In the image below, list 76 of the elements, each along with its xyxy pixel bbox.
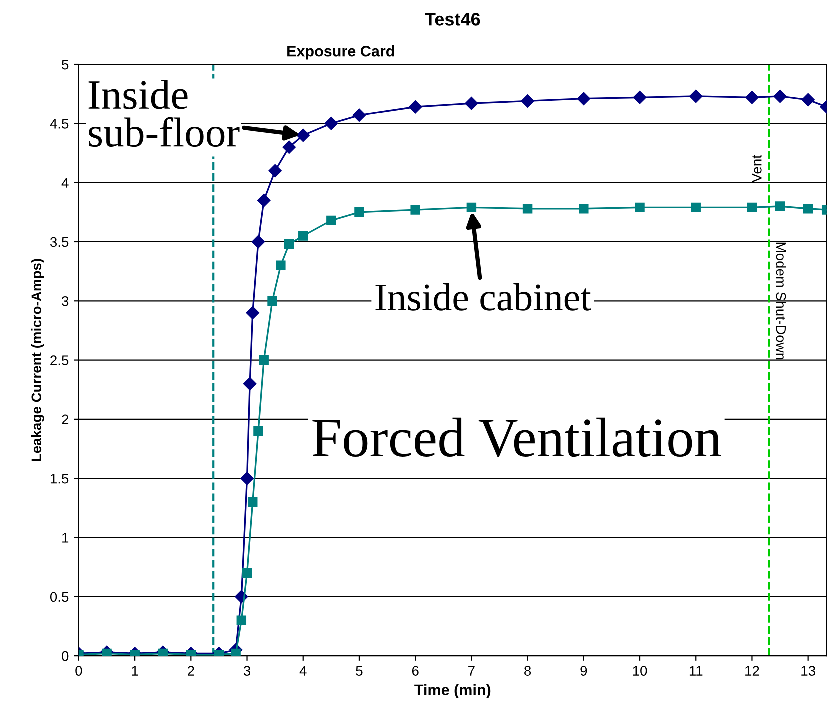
annotation: Modem Shut-Down bbox=[776, 242, 786, 360]
point bbox=[802, 93, 815, 107]
point bbox=[326, 216, 336, 226]
x-tick-label: 4 bbox=[300, 666, 307, 676]
y-tick-label: 2 bbox=[62, 414, 69, 424]
x-tick-label: 6 bbox=[412, 666, 419, 676]
point bbox=[296, 128, 310, 142]
y-tick-label: 4 bbox=[62, 178, 69, 188]
point bbox=[577, 92, 590, 106]
y-tick-label: 3 bbox=[62, 296, 69, 306]
y-tick-label: 0 bbox=[62, 651, 69, 662]
point bbox=[242, 568, 252, 578]
point bbox=[243, 377, 257, 391]
point bbox=[352, 108, 366, 122]
annotation: Inside cabinet bbox=[376, 284, 592, 311]
x-axis-title: Time (min) bbox=[414, 684, 491, 699]
point bbox=[268, 164, 282, 178]
x-tick-label: 0 bbox=[76, 666, 82, 676]
point bbox=[231, 648, 241, 656]
x-tick-label: 7 bbox=[468, 666, 475, 676]
point bbox=[248, 497, 258, 508]
point bbox=[324, 117, 338, 130]
x-tick-label: 12 bbox=[746, 666, 760, 676]
point bbox=[276, 260, 286, 271]
point bbox=[258, 194, 271, 208]
point bbox=[240, 472, 254, 486]
x-tick-label: 1 bbox=[132, 666, 138, 676]
point bbox=[775, 202, 786, 212]
ref-line-label: Vent bbox=[752, 155, 762, 183]
text: Exposure Card bbox=[288, 46, 394, 60]
point bbox=[465, 96, 478, 110]
x-tick-label: 8 bbox=[524, 666, 532, 676]
point bbox=[521, 94, 534, 108]
x-tick-label: 5 bbox=[356, 666, 363, 676]
point bbox=[408, 100, 422, 114]
point bbox=[746, 91, 759, 104]
point bbox=[466, 202, 477, 213]
point bbox=[284, 239, 294, 250]
x-tick-label: 9 bbox=[580, 666, 588, 676]
point bbox=[246, 306, 260, 320]
y-tick-label: 2.5 bbox=[50, 356, 69, 366]
point bbox=[635, 202, 645, 213]
point bbox=[252, 235, 266, 249]
point bbox=[522, 204, 533, 214]
y-tick-label: 1 bbox=[62, 533, 69, 543]
y-tick-label: 3.5 bbox=[50, 237, 69, 248]
point bbox=[691, 202, 701, 213]
point bbox=[268, 296, 278, 306]
point bbox=[158, 648, 168, 656]
chart-title: Test46 bbox=[425, 13, 480, 26]
y-axis-title: Leakage Current (micro-Amps) bbox=[31, 259, 44, 462]
point bbox=[803, 204, 814, 214]
x-tick-label: 13 bbox=[802, 666, 816, 676]
point bbox=[690, 90, 703, 104]
x-tick-label: 11 bbox=[690, 666, 703, 676]
point bbox=[254, 426, 264, 436]
x-tick-label: 10 bbox=[633, 666, 648, 676]
y-tick-label: 0.5 bbox=[50, 592, 69, 602]
y-tick-label: 4.5 bbox=[50, 119, 69, 129]
point bbox=[298, 231, 308, 241]
point bbox=[102, 648, 112, 656]
point bbox=[410, 205, 420, 215]
annotation: Forced Ventilation bbox=[312, 418, 722, 458]
point bbox=[633, 91, 647, 104]
y-tick-label: 1.5 bbox=[50, 474, 69, 484]
x-tick-label: 2 bbox=[188, 666, 194, 676]
point bbox=[282, 140, 296, 154]
point bbox=[354, 208, 364, 218]
x-tick-label: 3 bbox=[244, 666, 251, 676]
point bbox=[579, 204, 589, 214]
point bbox=[236, 616, 247, 626]
y-tick-label: 5 bbox=[62, 60, 69, 70]
point bbox=[747, 202, 758, 213]
annotation: Inside sub-floor bbox=[88, 80, 240, 148]
point bbox=[259, 355, 269, 366]
point bbox=[774, 90, 787, 104]
